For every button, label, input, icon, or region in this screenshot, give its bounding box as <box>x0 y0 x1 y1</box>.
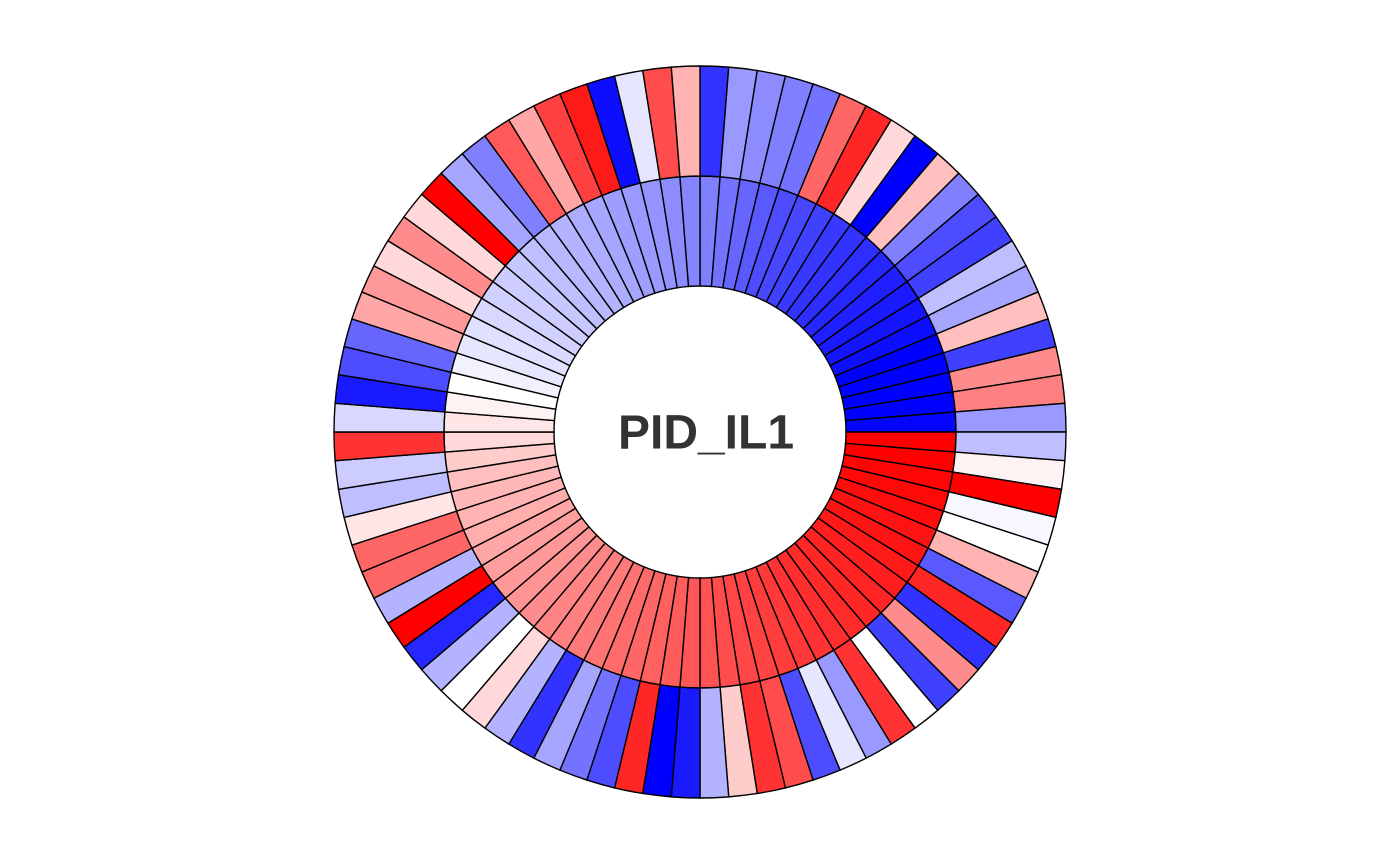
outer-ring-segment-79 <box>670 65 701 178</box>
chart-title: PID_IL1 <box>618 407 794 460</box>
outer-ring <box>333 65 1067 799</box>
